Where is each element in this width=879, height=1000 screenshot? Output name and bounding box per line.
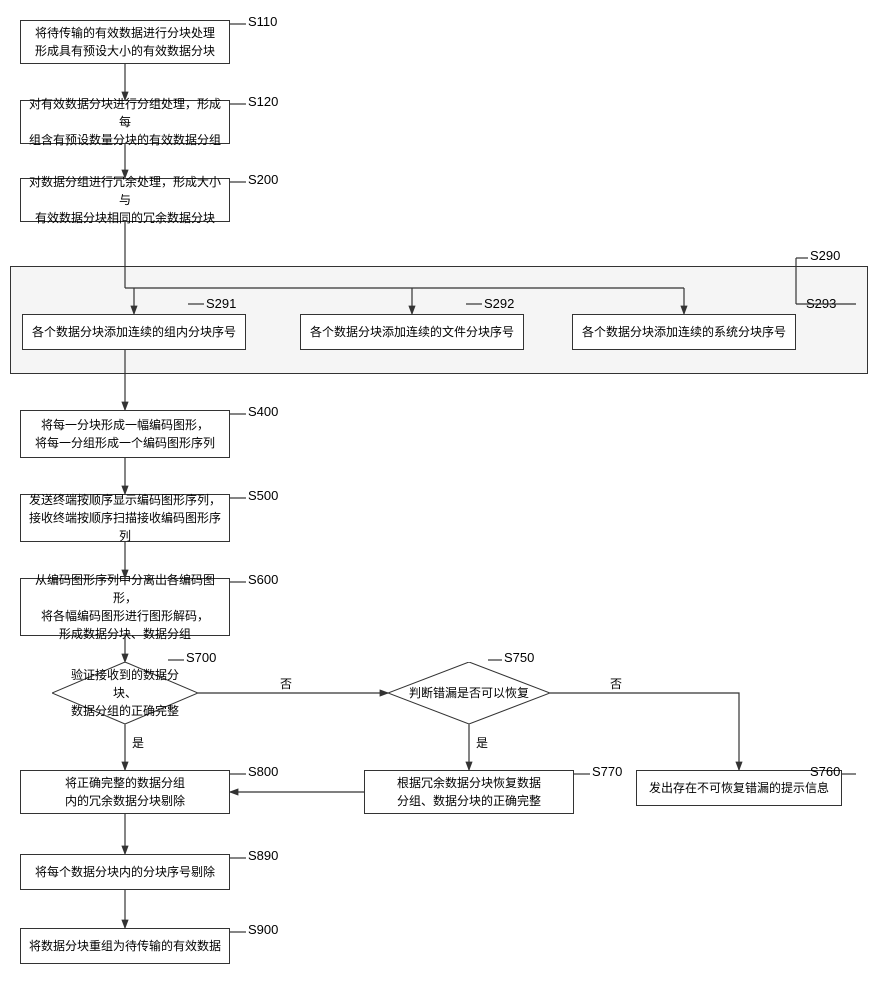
label-s500: S500	[248, 488, 278, 503]
node-s900-text: 将数据分块重组为待传输的有效数据	[29, 937, 221, 955]
label-s200: S200	[248, 172, 278, 187]
node-s293: 各个数据分块添加连续的系统分块序号	[572, 314, 796, 350]
node-s500: 发送终端按顺序显示编码图形序列，接收终端按顺序扫描接收编码图形序列	[20, 494, 230, 542]
node-s120: 对有效数据分块进行分组处理，形成每组含有预设数量分块的有效数据分组	[20, 100, 230, 144]
node-s770: 根据冗余数据分块恢复数据分组、数据分块的正确完整	[364, 770, 574, 814]
label-s400: S400	[248, 404, 278, 419]
node-s200: 对数据分组进行冗余处理，形成大小与有效数据分块相同的冗余数据分块	[20, 178, 230, 222]
node-s110: 将待传输的有效数据进行分块处理形成具有预设大小的有效数据分块	[20, 20, 230, 64]
node-s291-text: 各个数据分块添加连续的组内分块序号	[32, 323, 236, 341]
label-s760: S760	[810, 764, 840, 779]
node-s500-text: 发送终端按顺序显示编码图形序列，接收终端按顺序扫描接收编码图形序列	[29, 491, 221, 545]
node-s700-text: 验证接收到的数据分块、数据分组的正确完整	[60, 666, 190, 720]
node-s800: 将正确完整的数据分组内的冗余数据分块剔除	[20, 770, 230, 814]
node-s400: 将每一分块形成一幅编码图形，将每一分组形成一个编码图形序列	[20, 410, 230, 458]
node-s292-text: 各个数据分块添加连续的文件分块序号	[310, 323, 514, 341]
node-s800-text: 将正确完整的数据分组内的冗余数据分块剔除	[65, 774, 185, 810]
node-s110-text: 将待传输的有效数据进行分块处理形成具有预设大小的有效数据分块	[35, 24, 215, 60]
node-s770-text: 根据冗余数据分块恢复数据分组、数据分块的正确完整	[397, 774, 541, 810]
node-s890-text: 将每个数据分块内的分块序号剔除	[35, 863, 215, 881]
label-s293: S293	[806, 296, 836, 311]
label-s292: S292	[484, 296, 514, 311]
node-s900: 将数据分块重组为待传输的有效数据	[20, 928, 230, 964]
edge-s700-yes: 是	[132, 734, 144, 751]
edge-s700-no: 否	[280, 675, 292, 692]
label-s700: S700	[186, 650, 216, 665]
node-s750: 判断错漏是否可以恢复	[388, 662, 550, 724]
label-s890: S890	[248, 848, 278, 863]
node-s400-text: 将每一分块形成一幅编码图形，将每一分组形成一个编码图形序列	[35, 416, 215, 452]
label-s291: S291	[206, 296, 236, 311]
node-s293-text: 各个数据分块添加连续的系统分块序号	[582, 323, 786, 341]
label-s750: S750	[504, 650, 534, 665]
label-s290: S290	[810, 248, 840, 263]
node-s292: 各个数据分块添加连续的文件分块序号	[300, 314, 524, 350]
label-s800: S800	[248, 764, 278, 779]
label-s120: S120	[248, 94, 278, 109]
edge-s750-yes: 是	[476, 734, 488, 751]
node-s291: 各个数据分块添加连续的组内分块序号	[22, 314, 246, 350]
node-s890: 将每个数据分块内的分块序号剔除	[20, 854, 230, 890]
node-s760-text: 发出存在不可恢复错漏的提示信息	[649, 779, 829, 797]
node-s120-text: 对有效数据分块进行分组处理，形成每组含有预设数量分块的有效数据分组	[29, 95, 221, 149]
node-s700: 验证接收到的数据分块、数据分组的正确完整	[52, 662, 198, 724]
label-s110: S110	[248, 14, 277, 29]
node-s600-text: 从编码图形序列中分离出各编码图形，将各幅编码图形进行图形解码，形成数据分块、数据…	[29, 571, 221, 643]
node-s200-text: 对数据分组进行冗余处理，形成大小与有效数据分块相同的冗余数据分块	[29, 173, 221, 227]
label-s600: S600	[248, 572, 278, 587]
label-s770: S770	[592, 764, 622, 779]
node-s600: 从编码图形序列中分离出各编码图形，将各幅编码图形进行图形解码，形成数据分块、数据…	[20, 578, 230, 636]
node-s750-text: 判断错漏是否可以恢复	[409, 684, 529, 702]
edge-s750-no: 否	[610, 675, 622, 692]
label-s900: S900	[248, 922, 278, 937]
